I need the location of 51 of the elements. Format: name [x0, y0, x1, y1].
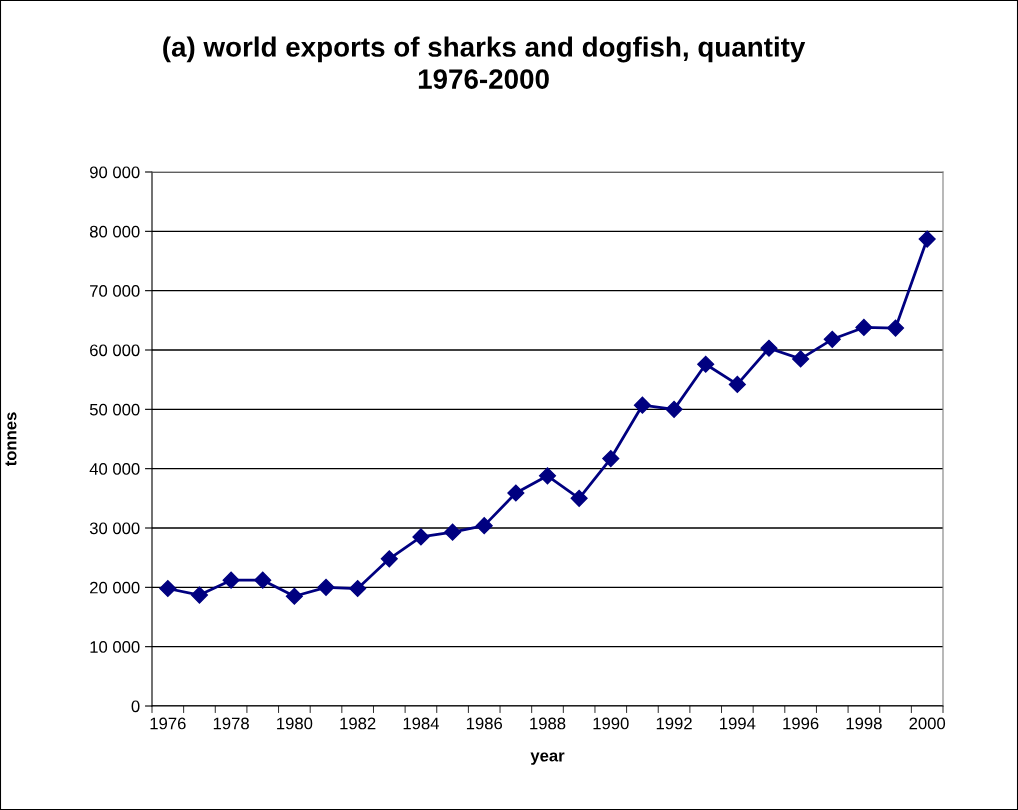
point	[918, 230, 936, 248]
point	[380, 550, 398, 568]
x-tick-label: 1988	[530, 717, 566, 730]
point	[886, 319, 905, 337]
x-tick-label: 1978	[213, 717, 249, 730]
x-tick-label: 1992	[656, 717, 692, 730]
point	[602, 450, 620, 468]
point	[190, 586, 209, 604]
y-tick-label: 40 000	[89, 463, 140, 475]
point	[317, 578, 335, 596]
y-tick-label: 20 000	[90, 581, 140, 594]
point	[349, 579, 367, 598]
y-tick-label: 50 000	[89, 403, 140, 416]
y-tick-label: 60 000	[90, 344, 140, 357]
point	[222, 571, 240, 589]
x-tick-label: 1976	[150, 717, 186, 730]
point	[159, 579, 177, 598]
x-axis-title: year	[530, 752, 565, 765]
x-tick-label: 2000	[909, 717, 946, 730]
y-tick-label: 0	[131, 700, 140, 713]
y-tick-label: 70 000	[90, 285, 140, 297]
point	[792, 350, 810, 368]
point	[507, 484, 525, 502]
point	[855, 318, 873, 337]
point	[633, 396, 651, 414]
point	[538, 467, 557, 485]
point	[665, 400, 683, 418]
x-tick-label: 1982	[340, 717, 376, 730]
point	[412, 528, 430, 546]
x-tick-label: 1998	[846, 717, 882, 730]
point	[823, 330, 841, 348]
point	[728, 375, 746, 393]
x-tick-label: 1990	[593, 717, 629, 730]
point	[570, 489, 588, 507]
y-tick-label: 90 000	[90, 166, 140, 179]
point	[697, 355, 715, 373]
point	[475, 517, 493, 535]
y-tick-label: 10 000	[90, 641, 140, 653]
point	[285, 587, 303, 605]
point	[444, 523, 462, 541]
y-tick-label: 30 000	[89, 522, 140, 535]
point	[760, 339, 778, 357]
x-tick-label: 1996	[783, 717, 819, 730]
x-tick-label: 1986	[466, 717, 503, 730]
x-tick-label: 1994	[720, 717, 756, 730]
x-tick-label: 1980	[277, 717, 313, 730]
y-tick-label: 80 000	[89, 225, 140, 238]
x-tick-label: 1984	[403, 717, 439, 730]
point	[254, 571, 272, 589]
y-axis-title: tonnes	[5, 412, 17, 467]
chart-title: (a) world exports of sharks and dogfish, quantity 1976-2000	[163, 36, 806, 89]
